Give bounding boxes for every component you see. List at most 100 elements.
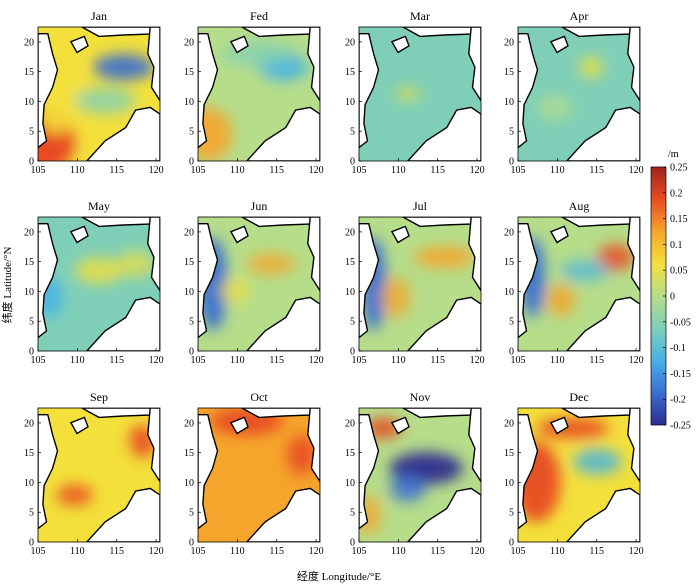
x-tick-label: 115: [589, 355, 604, 366]
land-mask: [359, 414, 380, 530]
panel-jul: Jul 105 110 115 120 0 5 10 15 20: [345, 199, 485, 366]
x-tick-label: 110: [550, 165, 565, 176]
land-mask: [627, 217, 640, 293]
y-axis-label: 纬度 Latitude/°N: [0, 247, 14, 324]
x-tick-label: 120: [309, 355, 324, 366]
x-tick-label: 115: [109, 355, 124, 366]
land-mask: [245, 106, 320, 161]
anomaly-blob: [572, 448, 622, 475]
anomaly-field: [359, 27, 481, 161]
land-mask: [69, 225, 89, 244]
anomaly-blob: [74, 257, 124, 284]
panel-aug: Aug 105 110 115 120 0 5 10 15 20: [504, 199, 644, 366]
x-tick-label: 110: [230, 355, 245, 366]
x-tick-label: 110: [550, 355, 565, 366]
panel-oct: Oct 105 110 115 120 0 5 10 15 20: [184, 390, 324, 557]
y-tick-label: 10: [504, 478, 514, 489]
land-mask: [518, 222, 539, 339]
y-tick-label: 20: [345, 227, 355, 238]
land-mask: [406, 296, 481, 351]
y-tick-label: 10: [504, 97, 514, 108]
land-mask: [307, 27, 320, 103]
y-tick-label: 0: [509, 347, 514, 358]
y-tick-label: 5: [189, 508, 194, 519]
x-tick-label: 110: [391, 546, 406, 557]
panel-dec: Dec 105 110 115 120 0 5 10 15 20: [504, 390, 644, 557]
panel-title: Apr: [570, 9, 589, 23]
y-tick-label: 15: [345, 448, 355, 459]
land-mask: [402, 217, 481, 228]
x-tick-label: 110: [391, 165, 406, 176]
anomaly-blob: [597, 243, 634, 271]
land-mask: [198, 33, 219, 149]
y-tick-label: 0: [350, 538, 355, 549]
panel-frame: [358, 26, 482, 162]
y-tick-label: 5: [29, 508, 34, 519]
panel-title: Dec: [569, 390, 588, 404]
panel-title: Fed: [250, 9, 268, 23]
anomaly-field: [38, 408, 160, 542]
y-tick-label: 5: [509, 127, 514, 138]
y-tick-label: 15: [24, 257, 34, 268]
y-tick-label: 5: [29, 317, 34, 328]
land-mask: [561, 27, 640, 38]
land-mask: [627, 408, 640, 484]
anomaly-blob: [92, 53, 154, 81]
y-tick-label: 0: [29, 538, 34, 549]
land-mask: [549, 35, 569, 54]
x-tick-label: 110: [391, 355, 406, 366]
land-mask: [229, 416, 249, 435]
y-tick-label: 20: [345, 37, 355, 48]
land-mask: [627, 27, 640, 103]
y-tick-label: 0: [189, 538, 194, 549]
land-mask: [198, 414, 219, 530]
land-mask: [565, 296, 640, 351]
panel-title: Jul: [413, 199, 428, 213]
land-mask: [81, 27, 160, 38]
land-mask: [549, 416, 569, 435]
panel-frame: [197, 407, 321, 543]
anomaly-field: [198, 408, 320, 542]
panel-frame: [358, 407, 482, 543]
anomaly-field: [359, 408, 481, 542]
panel-apr: Apr 105 110 115 120 0 5 10 15 20: [504, 9, 644, 176]
colorbar-tick-label: 0.25: [670, 163, 688, 174]
panel-title: Jun: [251, 199, 268, 213]
land-mask: [565, 487, 640, 542]
x-tick-label: 105: [191, 546, 206, 557]
y-tick-label: 10: [24, 478, 34, 489]
panel-sep: Sep 105 110 115 120 0 5 10 15 20: [24, 390, 164, 557]
x-tick-label: 105: [352, 546, 367, 557]
land-mask: [468, 27, 481, 103]
panel-jan: Jan 105 110 115 120 0 5 10 15 20: [24, 9, 164, 176]
y-tick-label: 10: [345, 287, 355, 298]
anomaly-blob: [413, 246, 475, 268]
panel-title: Mar: [410, 9, 430, 23]
land-mask: [85, 487, 160, 542]
colorbar-unit: /m: [668, 149, 679, 160]
land-mask: [402, 408, 481, 419]
y-tick-label: 5: [189, 317, 194, 328]
x-tick-label: 110: [70, 165, 85, 176]
y-tick-label: 0: [350, 157, 355, 168]
land-mask: [359, 222, 380, 339]
land-mask: [561, 408, 640, 419]
y-tick-label: 5: [189, 127, 194, 138]
anomaly-field: [359, 217, 481, 351]
y-tick-label: 15: [345, 67, 355, 78]
panel-title: Jan: [91, 9, 107, 23]
land-mask: [147, 27, 160, 103]
land-mask: [518, 414, 539, 530]
y-tick-label: 15: [504, 257, 514, 268]
panel-may: May 105 110 115 120 0 5 10 15 20: [24, 199, 164, 366]
panel-frame: [197, 26, 321, 162]
colorbar-tick-label: -0.15: [670, 369, 691, 380]
panel-title: Oct: [250, 390, 268, 404]
anomaly-blob: [380, 277, 411, 318]
land-mask: [147, 217, 160, 293]
anomaly-blob: [579, 56, 604, 78]
colorbar-tick-label: -0.2: [670, 395, 686, 406]
y-tick-label: 10: [345, 97, 355, 108]
land-mask: [245, 296, 320, 351]
panel-title: Aug: [569, 199, 590, 213]
